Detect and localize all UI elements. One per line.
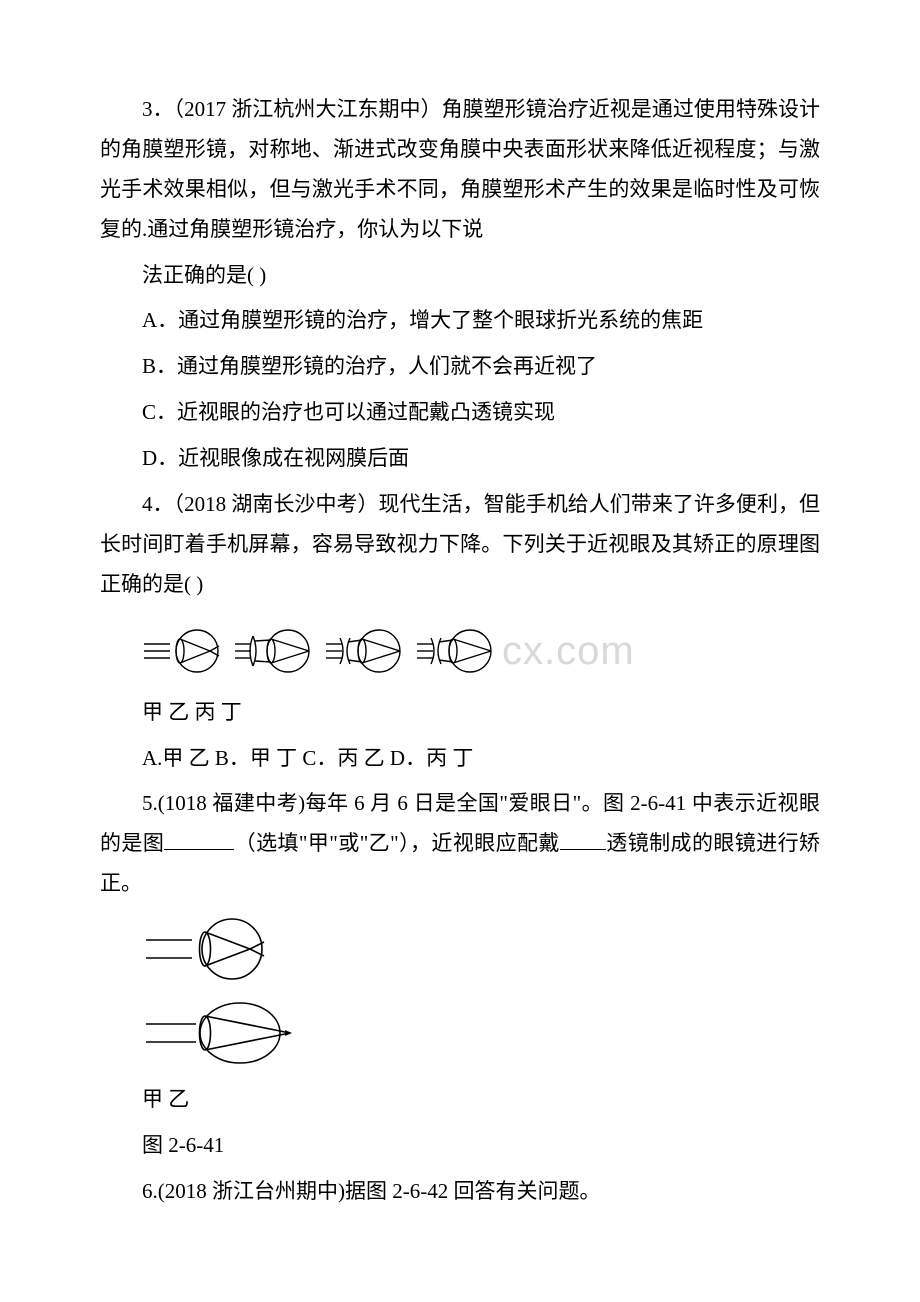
q5-stem: 5.(1018 福建中考)每年 6 月 6 日是全国"爱眼日"。图 2-6-41… <box>100 784 820 904</box>
q3-option-a: A．通过角膜塑形镜的治疗，增大了整个眼球折光系统的焦距 <box>100 301 820 341</box>
q3-option-b: B．通过角膜塑形镜的治疗，人们就不会再近视了 <box>100 347 820 387</box>
q6-stem: 6.(2018 浙江台州期中)据图 2-6-42 回答有关问题。 <box>100 1172 820 1212</box>
q5-mid: （选填"甲"或"乙"），近视眼应配戴 <box>234 831 560 855</box>
q5-figure-col <box>142 914 820 1072</box>
eye-diagram-icon <box>324 626 409 676</box>
q4-stem: 4．（2018 湖南长沙中考）现代生活，智能手机给人们带来了许多便利，但长时间盯… <box>100 485 820 605</box>
q4-options: A.甲 乙 B．甲 丁 C．丙 乙 D．丙 丁 <box>100 739 820 779</box>
q3-option-c: C．近视眼的治疗也可以通过配戴凸透镜实现 <box>100 393 820 433</box>
q3-stem-part2: 法正确的是( ) <box>100 256 820 296</box>
q4-figure-labels: 甲 乙 丙 丁 <box>100 693 820 733</box>
blank-field <box>164 827 234 850</box>
blank-field <box>560 827 606 850</box>
eye-diagram-icon <box>142 994 820 1072</box>
q3-stem-part1: 3．（2017 浙江杭州大江东期中）角膜塑形镜治疗近视是通过使用特殊设计的角膜塑… <box>100 90 820 250</box>
eye-diagram-icon <box>415 626 500 676</box>
q5-figure-labels: 甲 乙 <box>100 1080 820 1120</box>
watermark-text: cx.com <box>502 613 635 689</box>
q3-option-d: D．近视眼像成在视网膜后面 <box>100 439 820 479</box>
q4-figure-row: cx.com <box>142 613 820 689</box>
eye-diagram-icon <box>142 626 227 676</box>
eye-diagram-icon <box>233 626 318 676</box>
q5-figure-number: 图 2-6-41 <box>100 1126 820 1166</box>
document-page: 3．（2017 浙江杭州大江东期中）角膜塑形镜治疗近视是通过使用特殊设计的角膜塑… <box>0 0 920 1278</box>
eye-diagram-icon <box>142 914 820 984</box>
